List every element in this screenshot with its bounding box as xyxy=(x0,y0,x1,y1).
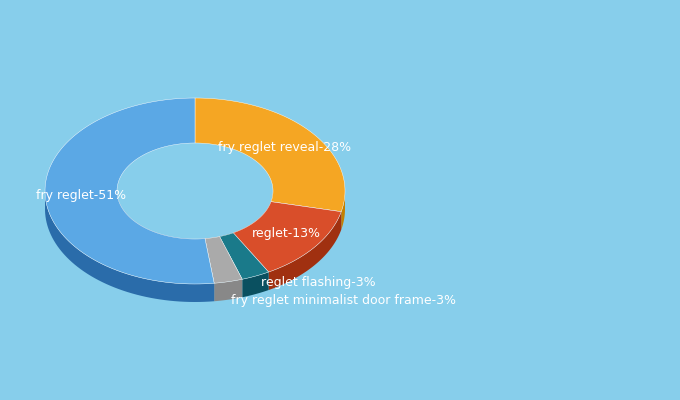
Polygon shape xyxy=(117,192,205,257)
Polygon shape xyxy=(220,233,269,279)
Text: reglet flashing-3%: reglet flashing-3% xyxy=(260,276,375,289)
Polygon shape xyxy=(220,233,233,254)
Polygon shape xyxy=(242,272,269,297)
Polygon shape xyxy=(269,212,341,290)
Polygon shape xyxy=(341,192,345,230)
Polygon shape xyxy=(45,98,214,284)
Polygon shape xyxy=(233,202,271,251)
Polygon shape xyxy=(205,236,220,257)
Text: reglet-13%: reglet-13% xyxy=(252,227,321,240)
Polygon shape xyxy=(205,236,242,283)
Polygon shape xyxy=(271,191,273,220)
Text: fry reglet reveal-28%: fry reglet reveal-28% xyxy=(218,140,351,154)
Polygon shape xyxy=(233,202,341,272)
Polygon shape xyxy=(45,192,214,302)
Text: fry reglet-51%: fry reglet-51% xyxy=(36,189,126,202)
Text: fry reglet minimalist door frame-3%: fry reglet minimalist door frame-3% xyxy=(231,294,456,308)
Polygon shape xyxy=(214,279,242,301)
Polygon shape xyxy=(195,98,345,212)
